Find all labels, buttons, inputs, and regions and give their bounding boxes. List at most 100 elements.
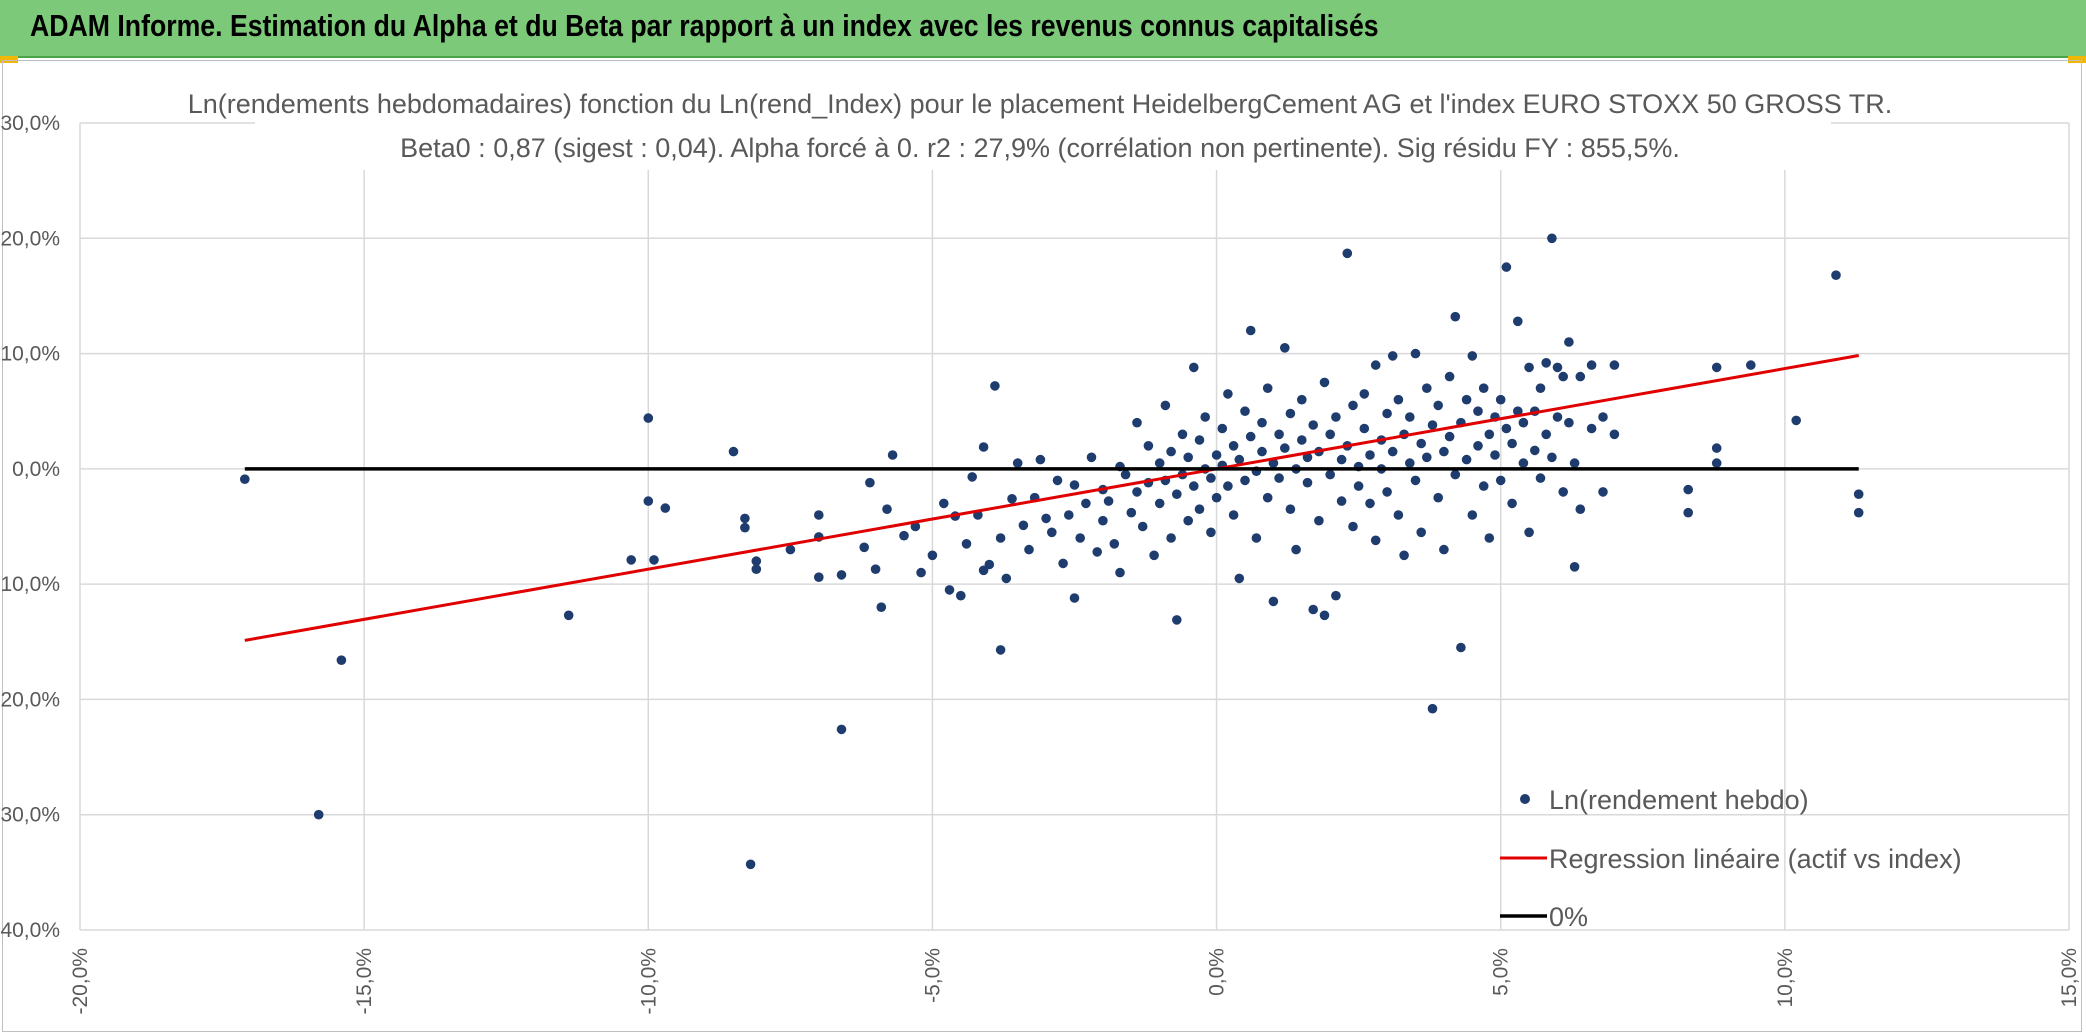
x-tick-label: 0,0% bbox=[1206, 948, 1229, 996]
data-point bbox=[1405, 458, 1415, 468]
data-point bbox=[1280, 343, 1290, 353]
data-point bbox=[1234, 573, 1245, 584]
data-point bbox=[1547, 233, 1557, 244]
chart-title-line-1: Ln(rendements hebdomadaires) fonction du… bbox=[188, 89, 1893, 119]
x-tick-label: -20,0% bbox=[69, 948, 92, 1015]
data-point bbox=[1746, 360, 1756, 370]
data-point bbox=[1234, 454, 1245, 465]
legend-label-points: Ln(rendement hebdo) bbox=[1549, 785, 1809, 815]
data-point bbox=[990, 381, 1000, 391]
data-point bbox=[1308, 420, 1318, 430]
data-point bbox=[1410, 475, 1421, 486]
data-point bbox=[1211, 492, 1222, 503]
data-point bbox=[1166, 446, 1176, 457]
data-point bbox=[1092, 547, 1102, 557]
data-point bbox=[1251, 533, 1262, 543]
data-point bbox=[1501, 423, 1512, 434]
data-point bbox=[1103, 496, 1114, 506]
y-axis-ticks: 30,0% 20,0% 10,0% 0,0% -10,0% -20,0% -30,0% -40… bbox=[0, 112, 60, 942]
data-point bbox=[1189, 362, 1199, 373]
data-point bbox=[1245, 325, 1256, 336]
data-point bbox=[1513, 316, 1523, 327]
data-point bbox=[1513, 406, 1523, 417]
data-point bbox=[1439, 544, 1449, 555]
data-point bbox=[1410, 348, 1421, 359]
data-point bbox=[1154, 458, 1165, 468]
data-point bbox=[1353, 481, 1364, 491]
data-point bbox=[1291, 544, 1301, 555]
y-tick-label: -30,0% bbox=[0, 804, 60, 827]
data-point bbox=[1183, 452, 1193, 463]
data-point bbox=[1262, 492, 1273, 503]
data-point bbox=[1064, 510, 1074, 520]
data-point bbox=[1564, 337, 1574, 347]
data-point bbox=[643, 496, 654, 506]
data-point bbox=[1189, 481, 1199, 491]
data-point bbox=[1331, 412, 1341, 422]
data-point bbox=[1484, 533, 1495, 543]
data-point bbox=[1109, 539, 1120, 549]
data-point bbox=[740, 522, 750, 533]
data-point bbox=[1461, 454, 1472, 465]
data-point bbox=[1297, 435, 1307, 445]
data-point bbox=[1228, 441, 1239, 451]
data-point bbox=[1609, 360, 1620, 370]
x-tick-label: 5,0% bbox=[1490, 948, 1513, 996]
chart-title-line-2: Beta0 : 0,87 (sigest : 0,04). Alpha forc… bbox=[400, 133, 1680, 163]
data-point bbox=[1575, 504, 1586, 514]
data-point bbox=[1683, 507, 1693, 518]
y-tick-label: 10,0% bbox=[0, 343, 60, 366]
data-point bbox=[1586, 360, 1597, 370]
data-point bbox=[1257, 417, 1267, 428]
data-point bbox=[1416, 527, 1426, 538]
data-point bbox=[1535, 473, 1546, 483]
data-point bbox=[1302, 477, 1313, 488]
data-point bbox=[1524, 362, 1534, 373]
data-point bbox=[1387, 446, 1398, 457]
data-point bbox=[1569, 458, 1580, 468]
chart-legend: Ln(rendement hebdo) Regression linéaire … bbox=[1500, 785, 1962, 932]
data-point bbox=[1370, 360, 1381, 370]
data-point bbox=[1115, 567, 1125, 578]
data-point bbox=[740, 513, 750, 524]
data-point bbox=[1018, 520, 1029, 531]
data-point bbox=[1405, 412, 1415, 422]
data-point bbox=[751, 556, 762, 566]
data-point bbox=[1444, 371, 1455, 382]
corner-marker-right bbox=[2068, 56, 2086, 63]
data-point bbox=[1467, 510, 1478, 520]
data-point bbox=[1853, 507, 1864, 518]
data-point bbox=[876, 602, 887, 612]
x-axis-ticks: -20,0% -15,0% -10,0% -5,0% 0,0% 5,0% 10,0% 15,0… bbox=[69, 948, 2081, 1015]
data-point bbox=[1524, 527, 1534, 538]
data-point bbox=[1285, 504, 1296, 514]
data-point bbox=[1711, 443, 1722, 453]
data-point bbox=[1433, 492, 1443, 503]
corner-marker-left bbox=[0, 56, 18, 63]
data-point bbox=[1382, 408, 1392, 419]
data-point bbox=[751, 564, 762, 574]
data-point bbox=[1427, 703, 1438, 714]
data-point bbox=[1365, 498, 1375, 509]
data-point bbox=[1456, 642, 1466, 653]
data-point bbox=[865, 477, 875, 488]
data-point bbox=[1223, 481, 1233, 491]
data-point bbox=[1308, 604, 1318, 615]
regression-line bbox=[244, 354, 1859, 642]
y-tick-label: 20,0% bbox=[0, 227, 60, 250]
data-point bbox=[1012, 458, 1023, 468]
data-point bbox=[1069, 480, 1080, 490]
data-point bbox=[1047, 527, 1057, 538]
data-point bbox=[1831, 270, 1841, 281]
data-point bbox=[1711, 458, 1722, 468]
data-point bbox=[1501, 262, 1512, 272]
data-point bbox=[1495, 475, 1506, 486]
data-point bbox=[1387, 351, 1398, 361]
data-point bbox=[1206, 527, 1216, 538]
data-point bbox=[1081, 498, 1091, 509]
data-point bbox=[1365, 450, 1375, 460]
data-point bbox=[1194, 504, 1205, 514]
data-point bbox=[1240, 406, 1250, 417]
data-point bbox=[1558, 371, 1568, 382]
